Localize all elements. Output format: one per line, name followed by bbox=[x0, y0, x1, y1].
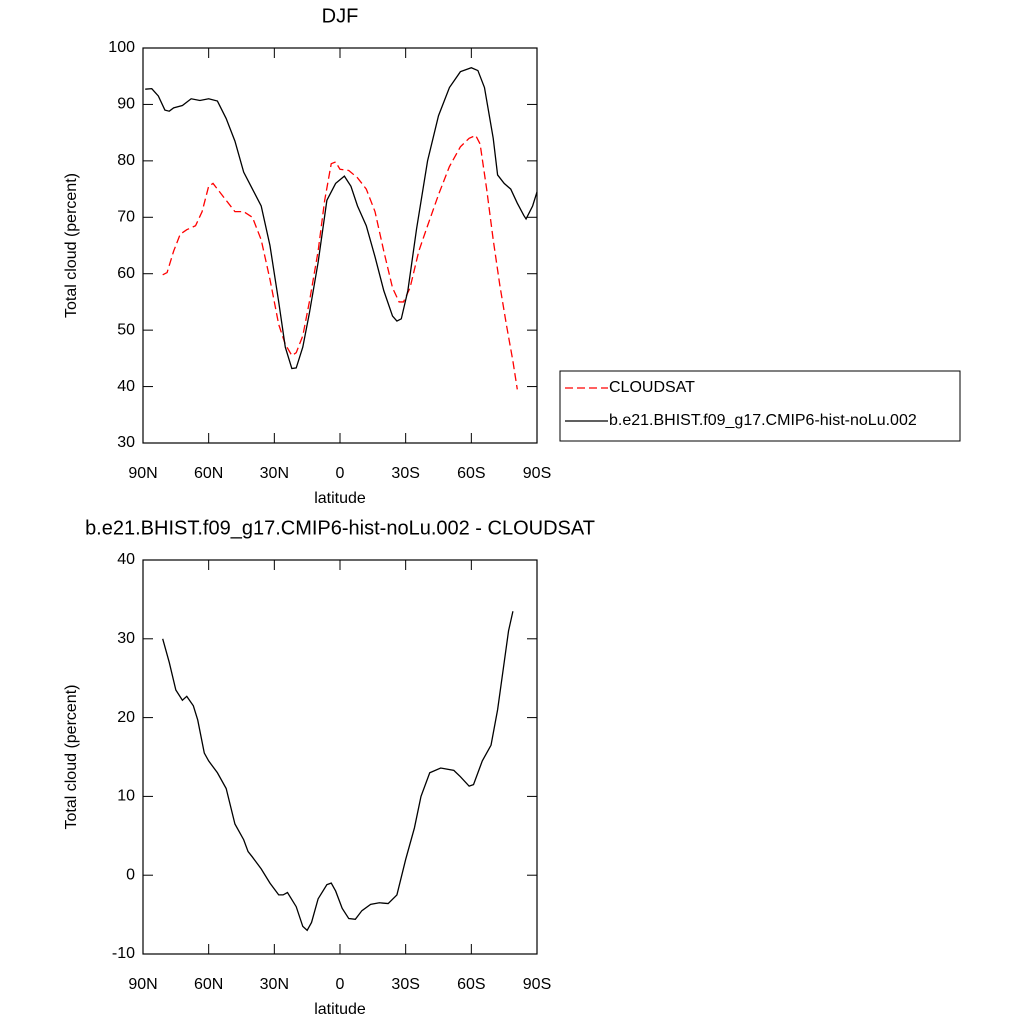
y-tick-label: 40 bbox=[117, 551, 135, 568]
x-tick-label: 30N bbox=[260, 976, 289, 993]
legend-label: b.e21.BHIST.f09_g17.CMIP6-hist-noLu.002 bbox=[609, 412, 917, 429]
y-tick-label: 90 bbox=[117, 96, 135, 113]
y-tick-label: -10 bbox=[112, 945, 135, 962]
chart-title: b.e21.BHIST.f09_g17.CMIP6-hist-noLu.002 … bbox=[85, 517, 595, 539]
x-tick-label: 90N bbox=[128, 465, 157, 482]
y-axis-label: Total cloud (percent) bbox=[63, 685, 80, 830]
y-tick-label: 30 bbox=[117, 630, 135, 647]
x-axis-label: latitude bbox=[314, 1001, 366, 1018]
x-tick-label: 30N bbox=[260, 465, 289, 482]
plot-frame bbox=[142, 47, 538, 444]
x-tick-label: 90N bbox=[128, 976, 157, 993]
legend-box bbox=[559, 370, 961, 442]
legend-label: CLOUDSAT bbox=[609, 379, 695, 396]
x-axis-label: latitude bbox=[314, 490, 366, 507]
y-tick-label: 20 bbox=[117, 709, 135, 726]
x-tick-label: 60S bbox=[457, 976, 485, 993]
y-tick-label: 100 bbox=[108, 39, 135, 56]
y-tick-label: 10 bbox=[117, 788, 135, 805]
x-tick-label: 0 bbox=[336, 465, 345, 482]
y-axis-label: Total cloud (percent) bbox=[63, 173, 80, 318]
data-line bbox=[145, 67, 538, 370]
data-line bbox=[162, 611, 514, 932]
y-tick-label: 0 bbox=[126, 866, 135, 883]
x-tick-label: 60S bbox=[457, 465, 485, 482]
x-tick-label: 60N bbox=[194, 976, 223, 993]
plot-frame bbox=[142, 559, 538, 955]
y-tick-label: 70 bbox=[117, 209, 135, 226]
x-tick-label: 0 bbox=[336, 976, 345, 993]
y-tick-label: 30 bbox=[117, 434, 135, 451]
x-tick-label: 90S bbox=[523, 976, 551, 993]
y-tick-label: 40 bbox=[117, 378, 135, 395]
y-tick-label: 50 bbox=[117, 321, 135, 338]
x-tick-label: 30S bbox=[391, 976, 419, 993]
data-line bbox=[162, 134, 518, 390]
y-tick-label: 60 bbox=[117, 265, 135, 282]
chart-title: DJF bbox=[322, 5, 359, 27]
x-tick-label: 90S bbox=[523, 465, 551, 482]
y-tick-label: 80 bbox=[117, 152, 135, 169]
x-tick-label: 60N bbox=[194, 465, 223, 482]
x-tick-label: 30S bbox=[391, 465, 419, 482]
